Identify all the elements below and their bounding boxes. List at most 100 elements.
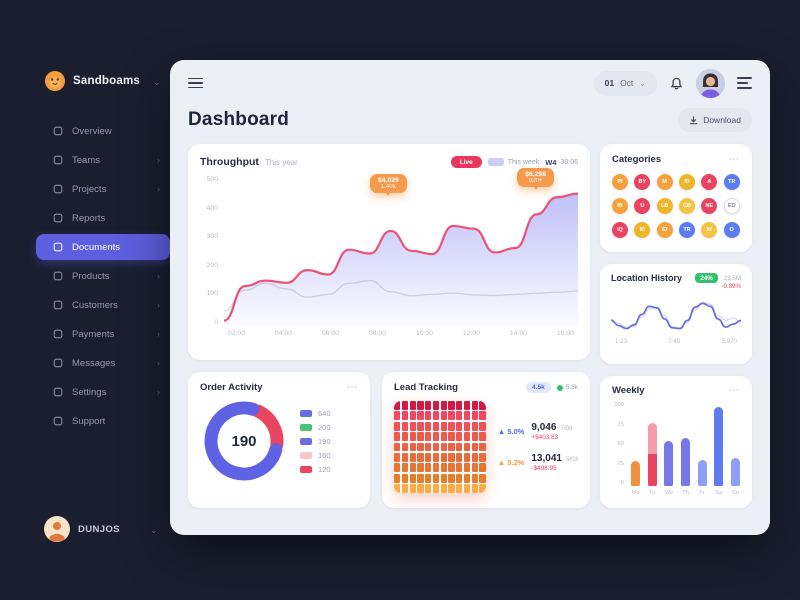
legend-swatch [300,409,312,417]
category-icon[interactable]: M [656,174,673,190]
brand-chevron-icon [147,72,161,90]
leads-live: 5.8k [556,384,578,391]
donut-chart [204,401,284,481]
hamburger-menu-icon[interactable] [188,77,203,89]
category-icon[interactable]: PI [612,174,628,190]
sidebar-item-label: Documents [72,241,121,253]
date-selector[interactable]: 01 Oct [593,70,657,96]
x-tick: 02:00 [228,330,246,337]
x-tick: 7:40 [668,338,681,345]
y-tick: 100 [206,290,218,298]
sidebar-item-label: Overview [72,125,112,137]
category-icon[interactable]: O [723,222,740,238]
main-panel: 01 Oct [170,60,770,535]
throughput-card: Throughput This year Live This week W4 3… [188,144,590,360]
category-icon[interactable]: ED [723,198,740,214]
sidebar-item[interactable]: Overview [36,118,170,144]
bar [730,458,740,486]
location-title: Location History [611,273,683,283]
user-menu[interactable]: DUNJOS [0,516,170,542]
stat-block: ▲ 5.2% 13,041 5/03 -$498.95 [498,453,578,472]
legend-item: 640 [300,409,331,418]
sidebar-item[interactable]: Messages [36,350,170,376]
y-tick: 400 [206,204,218,212]
heatmap-chart [394,401,486,493]
category-icon[interactable]: W [701,222,718,238]
download-button[interactable]: Download [678,108,752,132]
category-icon[interactable]: A [701,174,718,190]
sidebar-item-label: Messages [72,357,116,369]
logo-icon [45,71,65,91]
lead-stats: ▲ 5.0% 9,046 7/08 +$403.83 [498,401,578,493]
throughput-plot: $4,029 1.40k $6,298 920+ [224,168,578,326]
page-header: Dashboard Download [170,106,770,138]
bar [697,459,707,486]
category-icon[interactable]: TR [679,222,695,238]
category-icon[interactable]: EI [656,222,673,238]
sidebar-item[interactable]: Reports [36,205,170,231]
overflow-menu-icon[interactable] [737,77,752,89]
categories-card: Categories PI BY M ID [600,144,752,252]
x-tick: Sa [715,490,723,496]
stat-value: 9,046 [531,422,557,433]
location-badge: 24% [695,273,718,283]
orders-title: Order Activity [200,382,263,393]
nav-item-icon [53,358,63,368]
category-icon[interactable]: NE [701,198,718,214]
sidebar-item-label: Projects [72,183,107,195]
legend-swatch [300,437,312,445]
category-icon[interactable]: IB [612,198,628,214]
category-icon[interactable]: CB [679,198,695,214]
sidebar-item[interactable]: Payments [36,321,170,347]
nav-item-icon [53,126,63,136]
sidebar-item-label: Payments [72,328,115,340]
lead-tracking-card: Lead Tracking 4.5k 5.8k [382,372,590,508]
sidebar: Sandboams Overview [0,0,170,600]
legend-value: 190 [318,436,331,446]
category-icon[interactable]: IQ [612,222,628,238]
leads-title: Lead Tracking [394,382,458,393]
chevron-right-icon [157,271,160,282]
y-tick: 0 [214,318,218,326]
bar [647,423,657,486]
sidebar-item[interactable]: Products [36,263,170,289]
y-tick: 500 [206,176,218,183]
brand[interactable]: Sandboams [0,70,170,92]
category-icon[interactable]: TR [723,174,740,190]
x-tick: 06:00 [321,330,339,337]
category-icon[interactable]: BY [634,174,651,190]
legend-value: 200 [318,422,331,432]
bar [631,460,640,486]
location-x-labels: 1:23 7:40 5,970 [611,336,741,345]
sidebar-item[interactable]: Teams [36,147,170,173]
y-tick: 25 [617,460,624,467]
sidebar-item[interactable]: Documents [36,234,170,260]
nav-item-icon [53,416,63,426]
sidebar-item[interactable]: Settings [36,379,170,405]
card-menu-icon[interactable] [729,385,740,396]
category-icon[interactable]: ID [679,174,695,190]
nav-item-icon [53,329,63,339]
chevron-right-icon [157,387,160,398]
order-activity-card: Order Activity 190 [188,372,370,508]
sidebar-item[interactable]: Support [36,408,170,434]
card-menu-icon[interactable] [729,154,740,165]
category-icon[interactable]: U [634,198,651,214]
stat-block: ▲ 5.0% 9,046 7/08 +$403.83 [498,422,578,441]
profile-avatar[interactable] [696,68,725,98]
sidebar-item[interactable]: Customers [36,292,170,318]
nav-item-icon [53,213,63,223]
leads-badge: 4.5k [526,382,551,393]
chevron-right-icon [157,300,160,311]
chevron-right-icon [157,358,160,369]
sidebar-item[interactable]: Projects [36,176,170,202]
notification-bell-icon[interactable] [669,76,684,91]
x-tick: 04:00 [274,330,292,337]
category-icon[interactable]: ID [634,222,651,238]
category-icon[interactable]: LB [656,198,673,214]
dashboard-content: Throughput This year Live This week W4 3… [170,138,770,508]
line-chart [611,302,741,330]
card-menu-icon[interactable] [347,382,358,393]
y-tick: 300 [206,233,218,241]
